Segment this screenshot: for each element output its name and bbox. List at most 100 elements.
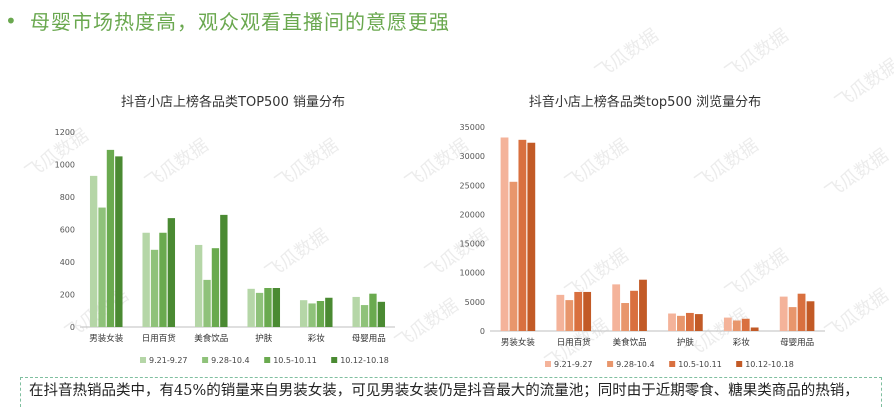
- bar: [150, 249, 159, 327]
- legend-label: 10.12-10.18: [745, 360, 794, 369]
- legend-label: 10.5-10.11: [678, 360, 722, 369]
- bar: [750, 327, 759, 331]
- legend-label: 9.21-9.27: [149, 356, 188, 365]
- bar: [98, 207, 106, 327]
- y-tick-label: 25000: [460, 181, 485, 190]
- x-category-label: 护肤: [255, 333, 273, 344]
- x-category-label: 护肤: [677, 337, 695, 348]
- bar: [723, 317, 732, 331]
- views-distribution-chart: 抖音小店上榜各品类top500 浏览量分布 0 5000 10000 15000 2000…: [460, 94, 825, 369]
- y-tick-label: 400: [60, 258, 75, 267]
- chart-title: 抖音小店上榜各品类TOP500 销量分布: [121, 94, 345, 110]
- bar: [565, 300, 574, 331]
- bar: [377, 301, 386, 327]
- legend-swatch: [736, 361, 743, 367]
- x-category-label: 男装女装: [89, 333, 124, 344]
- bar: [299, 300, 308, 327]
- bar: [272, 288, 281, 327]
- y-tick-label: 1000: [55, 161, 75, 170]
- bar: [779, 296, 788, 331]
- legend-swatch: [669, 361, 676, 367]
- bar: [806, 301, 815, 331]
- bar: [509, 181, 518, 331]
- bar: [518, 139, 527, 331]
- bar: [621, 303, 630, 331]
- bar: [500, 137, 509, 331]
- bar: [308, 303, 316, 327]
- bar: [630, 290, 638, 331]
- bar: [677, 315, 685, 331]
- y-tick-label: 0: [480, 327, 485, 336]
- bar: [220, 214, 228, 327]
- bar: [369, 293, 377, 327]
- y-tick-label: 35000: [460, 123, 485, 132]
- headline-bullet: •: [5, 9, 17, 33]
- bar: [247, 288, 255, 327]
- bar: [194, 244, 203, 327]
- bar: [732, 320, 741, 331]
- legend-label: 9.28-10.4: [616, 360, 655, 369]
- headline: • 母婴市场热度高，观众观看直播间的意愿更强: [0, 0, 894, 48]
- headline-title: 母婴市场热度高，观众观看直播间的意愿更强: [30, 10, 450, 34]
- bar: [685, 312, 694, 331]
- legend-swatch: [607, 361, 614, 367]
- legend-label: 9.21-9.27: [554, 360, 593, 369]
- bar: [668, 313, 676, 331]
- y-tick-label: 0: [70, 323, 75, 332]
- bar: [316, 301, 325, 327]
- bar: [115, 156, 123, 327]
- y-tick-label: 30000: [460, 152, 485, 161]
- x-category-label: 男装女装: [501, 337, 536, 348]
- y-tick-label: 200: [60, 291, 75, 300]
- bar: [741, 318, 750, 331]
- x-category-label: 母婴用品: [352, 334, 386, 344]
- y-tick-label: 800: [60, 193, 75, 202]
- bar: [325, 297, 333, 327]
- y-tick-label: 20000: [460, 210, 485, 219]
- legend-label: 9.28-10.4: [211, 356, 250, 365]
- y-tick-label: 1200: [55, 128, 75, 137]
- bar: [574, 291, 583, 331]
- bar: [142, 232, 150, 327]
- bar: [211, 248, 220, 327]
- legend-label: 10.5-10.11: [273, 356, 317, 365]
- bar: [788, 307, 797, 331]
- x-category-label: 日用百货: [142, 333, 177, 344]
- x-category-label: 彩妆: [733, 337, 751, 348]
- conclusion-text: 在抖音热销品类中，有45%的销量来自男装女装，可见男装女装仍是抖音最大的流量池；…: [29, 383, 859, 399]
- x-category-label: 日用百货: [557, 337, 592, 348]
- bar: [556, 294, 565, 331]
- bar: [89, 175, 98, 327]
- legend-label: 10.12-10.18: [340, 356, 389, 365]
- bar: [694, 314, 703, 331]
- legend-swatch: [545, 361, 551, 367]
- conclusion-textbox: 在抖音热销品类中，有45%的销量来自男装女装，可见男装女装仍是抖音最大的流量池；…: [20, 377, 882, 407]
- bar: [360, 305, 369, 327]
- bar: [639, 279, 647, 331]
- x-category-label: 美食饮品: [613, 337, 647, 348]
- bar: [612, 284, 621, 331]
- bar: [167, 218, 176, 327]
- bar: [352, 296, 360, 327]
- bar: [583, 291, 592, 331]
- chart-title: 抖音小店上榜各品类top500 浏览量分布: [529, 94, 761, 110]
- bar: [255, 292, 264, 327]
- legend-swatch: [140, 357, 146, 363]
- y-tick-label: 10000: [460, 269, 485, 278]
- sales-distribution-chart: 抖音小店上榜各品类TOP500 销量分布 0 200 400 600 800 1000 120…: [55, 94, 395, 365]
- x-category-label: 母婴用品: [780, 338, 814, 348]
- y-tick-label: 15000: [460, 240, 485, 249]
- bar: [159, 232, 167, 327]
- x-category-label: 美食饮品: [194, 333, 228, 344]
- bar: [527, 142, 536, 331]
- legend-swatch: [264, 357, 271, 363]
- y-tick-label: 5000: [465, 298, 485, 307]
- bar: [203, 279, 211, 327]
- bar: [106, 149, 115, 327]
- bar: [264, 288, 272, 327]
- legend-swatch: [202, 357, 209, 363]
- legend-swatch: [331, 357, 338, 363]
- bar: [797, 293, 806, 331]
- y-tick-label: 600: [60, 226, 75, 235]
- x-category-label: 彩妆: [308, 333, 326, 344]
